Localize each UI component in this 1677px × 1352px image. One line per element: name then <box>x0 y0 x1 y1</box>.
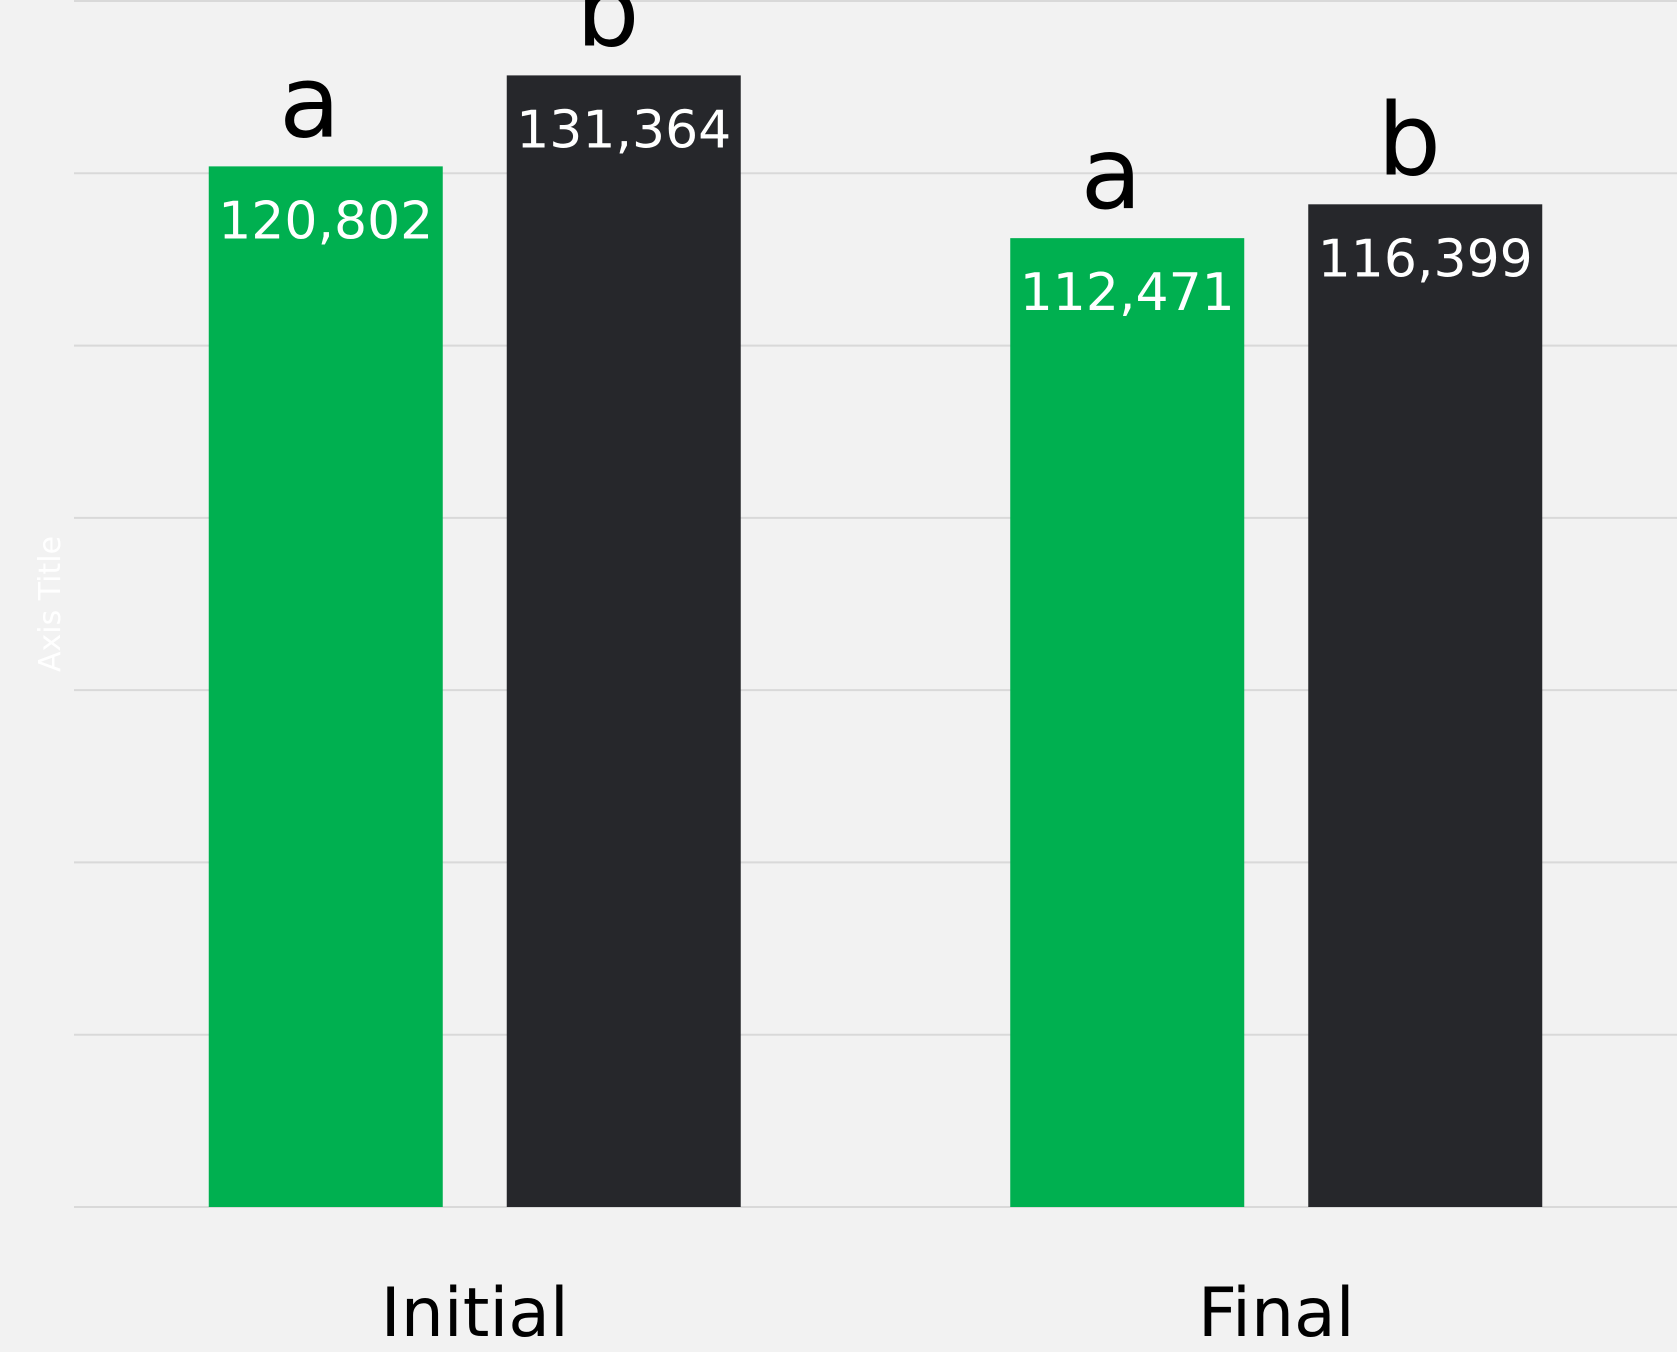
data-label: 112,471 <box>1020 263 1235 323</box>
category-labels: Initial Final <box>381 1274 1355 1352</box>
data-label: 120,802 <box>218 191 433 251</box>
significance-letter: a <box>1081 115 1142 232</box>
bar-initial-2 <box>506 75 741 1208</box>
bar-initial-1 <box>208 166 443 1207</box>
bars: 120,802 a 131,364 b 112,471 a 116,399 b <box>208 0 1543 1208</box>
category-label: Initial <box>381 1274 569 1352</box>
significance-letter: a <box>279 43 340 160</box>
y-axis-title: Axis Title <box>33 536 68 672</box>
bar-final-1 <box>1010 238 1245 1207</box>
bar-final-2 <box>1308 204 1543 1207</box>
category-label: Final <box>1198 1274 1355 1352</box>
data-label: 116,399 <box>1318 229 1533 289</box>
significance-letter: b <box>576 0 639 69</box>
data-label: 131,364 <box>516 100 731 160</box>
significance-letter: b <box>1378 81 1441 198</box>
